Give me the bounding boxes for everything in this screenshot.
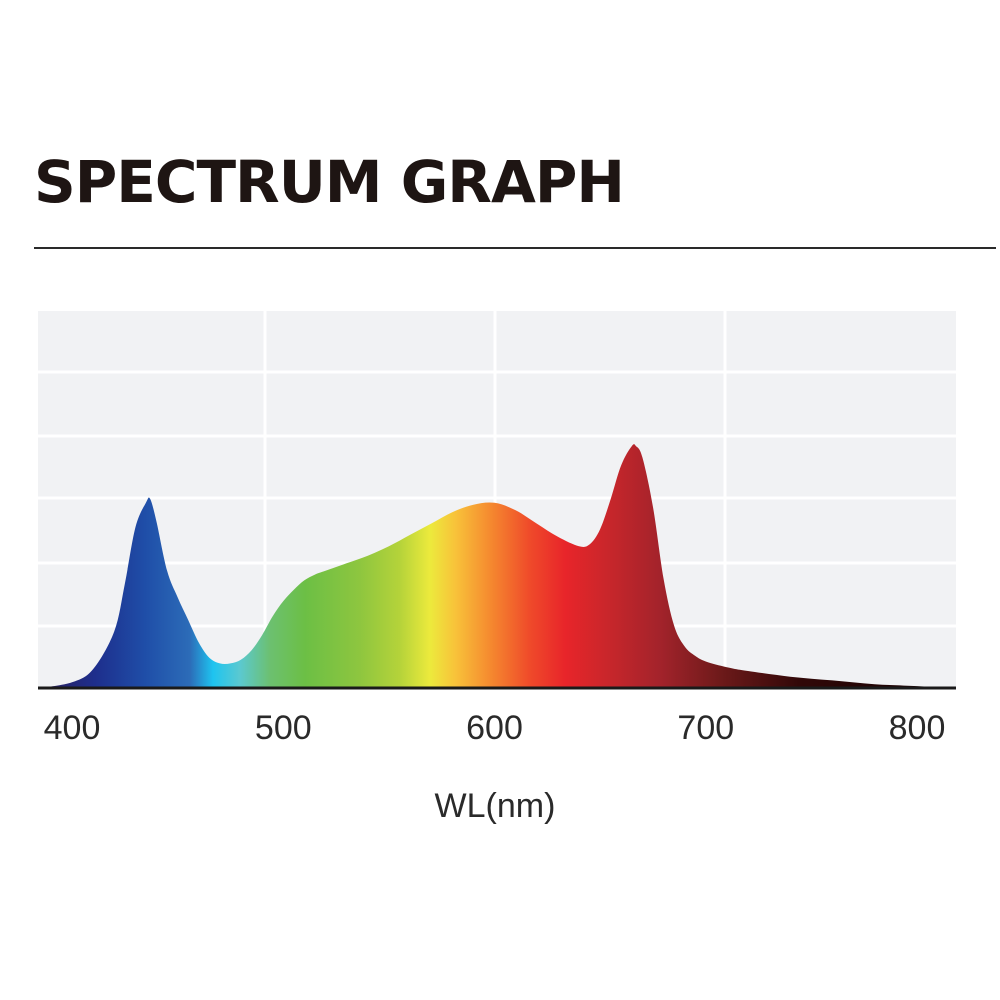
chart-title: SPECTRUM GRAPH (34, 148, 625, 216)
x-axis-label: WL(nm) (435, 787, 556, 825)
x-tick-label: 600 (466, 709, 523, 747)
x-tick-label: 500 (255, 709, 312, 747)
x-tick-label: 700 (677, 709, 734, 747)
x-tick-label: 800 (889, 709, 946, 747)
x-tick-label: 400 (44, 709, 101, 747)
spectrum-area (40, 444, 949, 688)
title-divider (34, 247, 996, 249)
